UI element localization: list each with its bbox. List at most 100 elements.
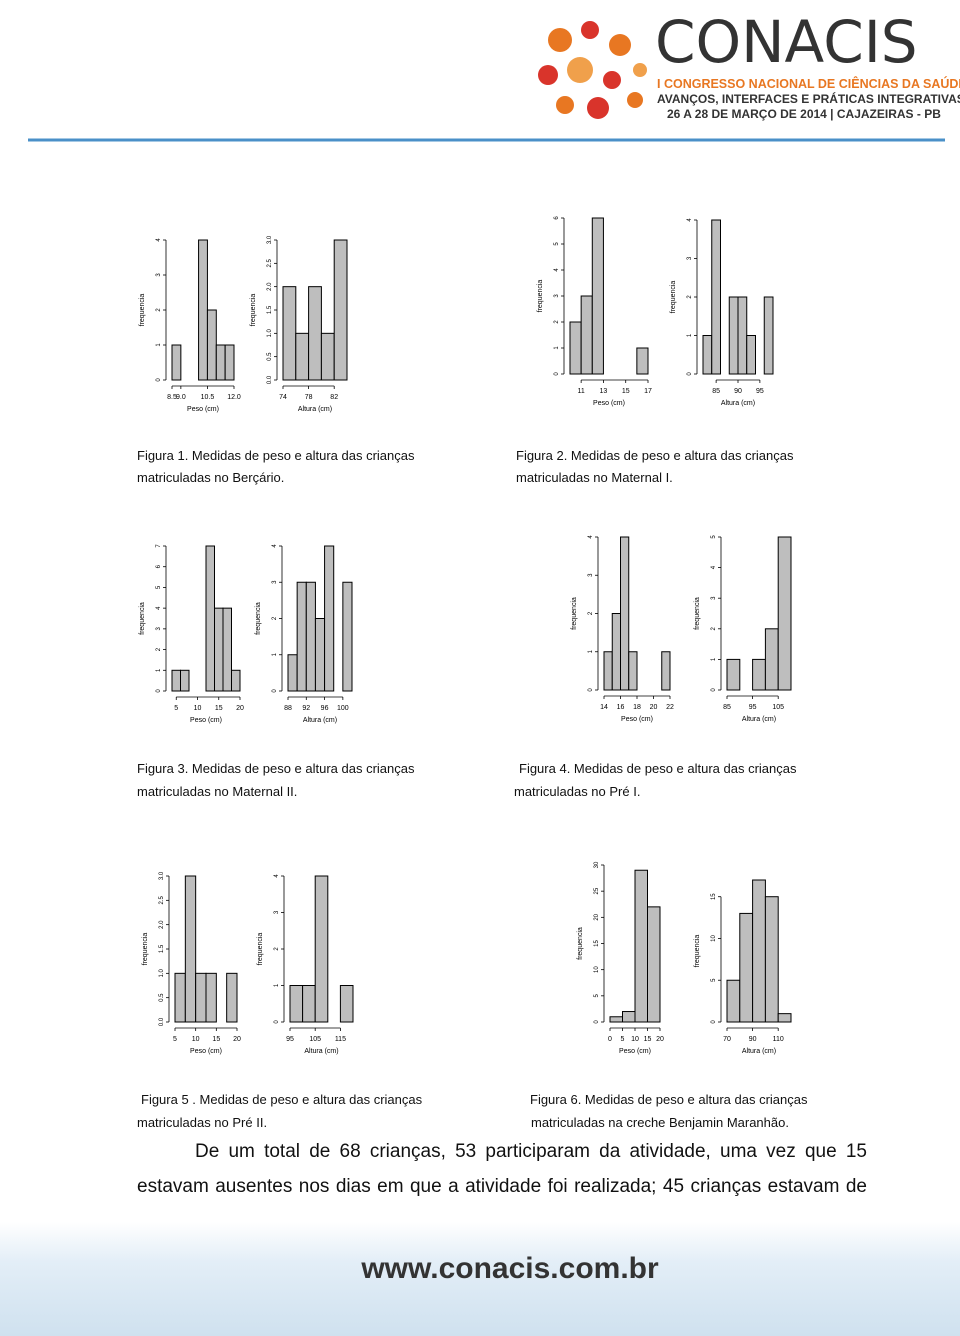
y-tick-label: 4 [554,268,560,272]
y-tick-label: 4 [687,218,693,222]
y-tick-label: 2 [554,320,560,324]
figure-caption: Figura 6. Medidas de peso e altura das c… [530,1092,808,1107]
x-axis-label: Peso (cm) [593,400,625,407]
y-tick-label: 15 [594,940,600,947]
y-tick-label: 2 [156,308,162,312]
histogram-bar [320,332,335,381]
x-tick-label: 95 [756,388,764,395]
histogram-bar [726,658,741,691]
y-tick-label: 4 [711,565,717,569]
histogram-bar [296,581,307,692]
figure-caption: matriculadas no Berçário. [137,470,284,485]
histogram-bar [174,972,186,1023]
y-tick-label: 2 [687,295,693,299]
y-tick-label: 1 [156,343,162,347]
histogram-bar [314,875,329,1023]
figure-caption: Figura 2. Medidas de peso e altura das c… [516,448,794,463]
y-tick-label: 0 [687,372,693,376]
y-tick-label: 0 [272,689,278,693]
logo-dates: 26 A 28 DE MARÇO DE 2014 | CAJAZEIRAS - … [667,107,941,121]
x-axis-label: Altura (cm) [721,400,755,407]
histogram-bar [603,651,613,691]
y-tick-label: 3.0 [159,871,165,880]
x-tick-label: 15 [215,705,223,712]
histogram-bar [711,219,721,375]
histogram-bar [580,295,593,375]
x-tick-label: 85 [723,704,731,711]
y-tick-label: 2 [588,611,594,615]
histogram-bar [339,985,354,1023]
histogram-bar [746,335,756,375]
figure-caption: Figura 1. Medidas de peso e altura das c… [137,448,415,463]
histogram-bar [222,607,232,692]
y-tick-label: 0.0 [267,375,273,384]
y-tick-label: 0.0 [159,1017,165,1026]
y-tick-label: 20 [594,913,600,920]
figure-caption: Figura 4. Medidas de peso e altura das c… [519,761,797,776]
histogram-bar [289,985,304,1023]
x-tick-label: 13 [600,388,608,395]
histogram-bar [622,1011,636,1023]
histogram-bar [739,912,754,1023]
footer-band [0,1222,960,1336]
histogram-bar [777,536,792,691]
x-tick-label: 82 [330,394,338,401]
figure-caption: Figura 3. Medidas de peso e altura das c… [137,761,415,776]
histogram-bar [609,1016,623,1023]
paragraph-line: De um total de 68 crianças, 53 participa… [195,1141,867,1162]
y-axis-label: frequencia [142,933,149,966]
y-tick-label: 1 [687,333,693,337]
x-tick-label: 92 [302,705,310,712]
histogram-bar [726,979,741,1023]
x-tick-label: 110 [773,1036,784,1043]
histogram-bar [180,669,190,692]
figure-caption: matriculadas na creche Benjamin Maranhão… [531,1115,789,1130]
histogram-bar [226,972,238,1023]
histogram-bar [342,581,353,692]
footer-url: www.conacis.com.br [360,1252,659,1285]
histogram-bar [661,651,671,691]
logo-title: CONACIS [655,8,918,76]
logo-icons [538,21,647,119]
histogram-bar [752,879,766,1023]
x-tick-label: 95 [286,1036,294,1043]
y-tick-label: 1.0 [267,329,273,338]
histogram-bar [205,972,217,1023]
x-tick-label: 18 [633,704,641,711]
histogram-bar [591,217,604,375]
y-axis-label: frequencia [670,281,677,314]
y-tick-label: 2.0 [159,920,165,929]
x-tick-label: 70 [723,1036,731,1043]
y-tick-label: 2 [274,947,280,951]
histogram-bar [198,239,208,381]
y-axis-label: frequencia [139,294,146,327]
figure-caption: matriculadas no Maternal II. [137,784,297,799]
histogram-bar [314,618,326,692]
x-tick-label: 9.0 [176,394,186,401]
paragraph-line: estavam ausentes nos dias em que a ativi… [137,1176,867,1197]
y-tick-label: 5 [711,535,717,539]
y-tick-label: 4 [588,535,594,539]
y-tick-label: 0 [554,372,560,376]
x-tick-label: 74 [279,394,287,401]
y-tick-label: 2 [272,616,278,620]
x-tick-label: 96 [321,705,329,712]
y-tick-label: 0.5 [267,352,273,361]
y-tick-label: 1.5 [159,944,165,953]
histogram-bar [620,536,630,691]
histogram-bar [305,581,316,692]
y-tick-label: 3.0 [267,235,273,244]
x-axis-label: Peso (cm) [187,406,219,413]
y-tick-label: 2.0 [267,282,273,291]
y-tick-label: 10 [594,966,600,973]
figure-caption: matriculadas no Pré I. [514,784,640,799]
x-tick-label: 12.0 [227,394,241,401]
y-tick-label: 6 [554,216,560,220]
histogram-bar [324,545,335,692]
y-axis-label: frequencia [250,294,257,327]
y-axis-label: frequencia [537,280,544,313]
histogram-bar [702,335,713,375]
x-tick-label: 95 [749,704,757,711]
x-axis-label: Peso (cm) [619,1048,651,1055]
x-tick-label: 17 [644,388,652,395]
